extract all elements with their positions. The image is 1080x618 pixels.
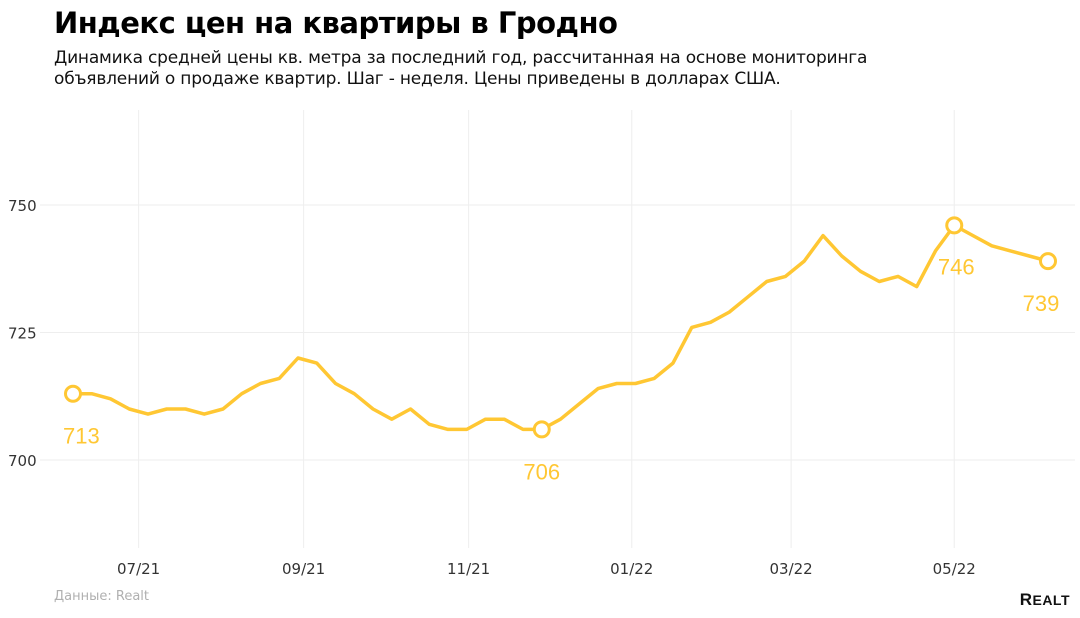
chart-title: Индекс цен на квартиры в Гродно xyxy=(54,6,618,40)
x-tick-label: 07/21 xyxy=(117,560,160,578)
annotation-marker xyxy=(1039,252,1057,271)
annotation-label: 713 xyxy=(63,424,100,449)
realt-logo: REALT xyxy=(1019,590,1070,609)
annotation-marker xyxy=(945,216,964,235)
x-tick-label: 09/21 xyxy=(282,560,325,578)
x-tick-label: 11/21 xyxy=(447,560,490,578)
data-source: Данные: Realt xyxy=(54,589,150,604)
annotation-label: 746 xyxy=(938,254,975,279)
x-tick-label: 01/22 xyxy=(610,560,653,578)
annotation-label: 739 xyxy=(1023,291,1060,316)
price-line xyxy=(73,223,1049,432)
subtitle-line-2: объявлений о продаже квартир. Шаг - неде… xyxy=(54,69,781,89)
subtitle-line-1: Динамика средней цены кв. метра за после… xyxy=(54,48,868,68)
chart-subtitle: Динамика средней цены кв. метра за после… xyxy=(54,48,954,90)
x-tick-label: 03/22 xyxy=(770,560,813,578)
annotation-marker xyxy=(532,420,551,439)
annotation-marker xyxy=(64,384,82,403)
y-tick-label: 700 xyxy=(8,452,37,470)
annotation-label: 706 xyxy=(523,459,560,484)
x-tick-label: 05/22 xyxy=(933,560,976,578)
y-tick-label: 725 xyxy=(8,325,37,343)
y-tick-label: 750 xyxy=(8,197,37,215)
